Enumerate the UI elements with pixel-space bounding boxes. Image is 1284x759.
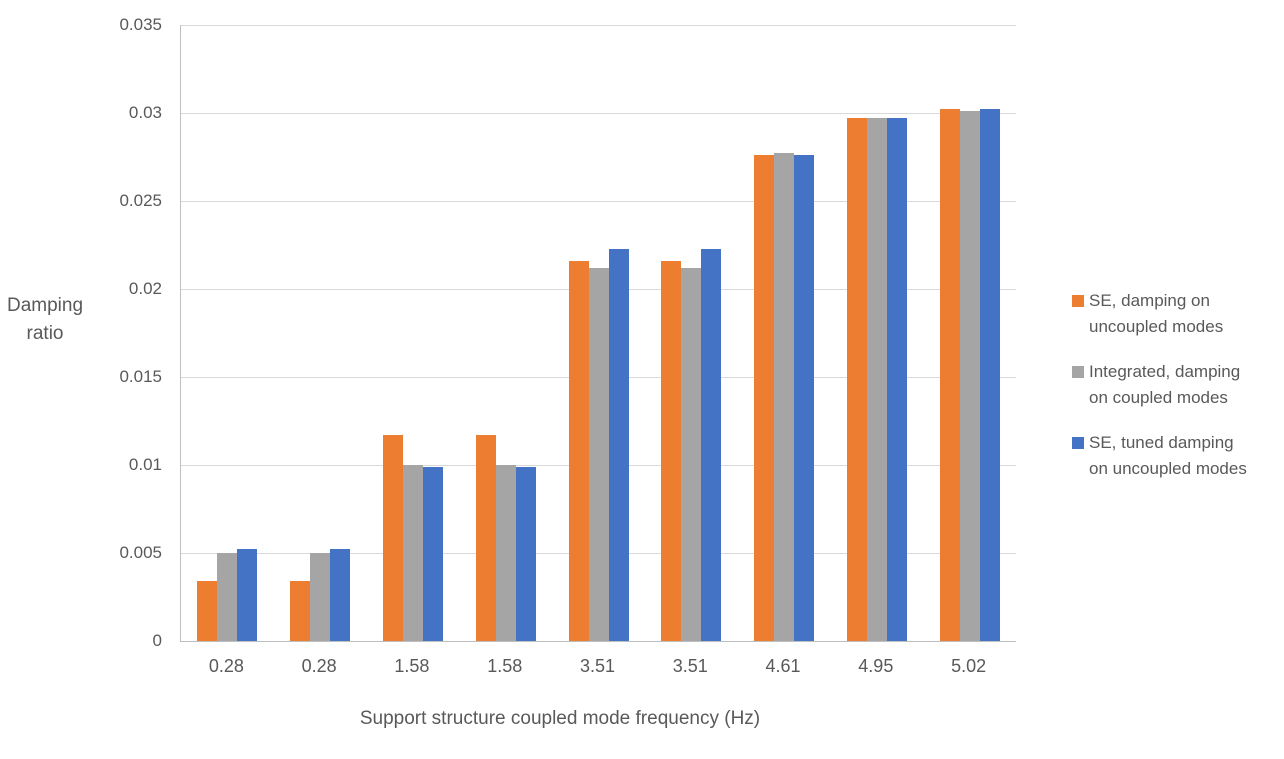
bar [846, 118, 867, 641]
bar [681, 267, 702, 641]
bar [701, 248, 722, 641]
legend-item: SE, tuned damping on uncoupled modes [1072, 430, 1247, 482]
y-tick-label: 0.025 [119, 191, 162, 210]
gridline [181, 201, 1016, 202]
bar [515, 466, 536, 641]
bar [866, 118, 887, 641]
bar [774, 153, 795, 641]
bar [939, 109, 960, 641]
legend: SE, damping on uncoupled modes Integrated… [1072, 288, 1247, 482]
bar [886, 118, 907, 641]
gridline [181, 113, 1016, 114]
legend-swatch-icon [1072, 366, 1084, 378]
y-tick-label: 0.03 [128, 103, 162, 122]
x-tick-label: 3.51 [672, 656, 708, 676]
x-tick-label: 3.51 [579, 656, 616, 676]
x-tick-label: 0.28 [208, 656, 244, 676]
y-axis-title: Damping ratio [0, 292, 90, 348]
bar [382, 435, 403, 641]
x-tick-label: 1.58 [394, 656, 430, 676]
y-axis-title-line-1: Damping [6, 295, 84, 316]
y-tick-label: 0.005 [119, 543, 162, 562]
y-tick-label: 0.02 [128, 279, 162, 298]
legend-item: Integrated, damping on coupled modes [1072, 359, 1247, 411]
x-tick-label: 0.28 [301, 656, 337, 676]
bar [402, 465, 423, 641]
y-axis-title-line-2: ratio [26, 323, 64, 344]
bar [608, 248, 629, 641]
legend-item: SE, damping on uncoupled modes [1072, 288, 1247, 340]
legend-swatch-icon [1072, 437, 1084, 449]
y-tick-label: 0.01 [128, 455, 162, 474]
legend-label: Integrated, damping on coupled modes [1089, 362, 1241, 407]
bar [959, 111, 980, 641]
gridline [181, 25, 1016, 26]
bar [290, 581, 311, 641]
y-tick-label: 0 [152, 631, 162, 650]
bar [495, 465, 516, 641]
bar [661, 260, 682, 641]
x-tick-label: 4.61 [765, 656, 801, 676]
bar [237, 549, 258, 641]
bar [197, 581, 218, 641]
bar [310, 553, 331, 641]
x-tick-label: 4.95 [858, 656, 894, 676]
x-tick-label: 1.58 [487, 656, 523, 676]
bar [330, 549, 351, 641]
x-tick-label: 5.02 [951, 656, 987, 676]
plot-area [180, 25, 1016, 642]
y-tick-label: 0.035 [119, 15, 162, 34]
bar [588, 267, 609, 641]
bar [422, 466, 443, 641]
bar [754, 155, 775, 641]
bar [475, 435, 496, 641]
legend-label: SE, damping on uncoupled modes [1089, 291, 1224, 336]
x-axis-title: Support structure coupled mode frequency… [359, 708, 761, 729]
bar [794, 155, 815, 641]
bar [979, 109, 1000, 641]
bar [217, 553, 238, 641]
bar [568, 260, 589, 641]
legend-label: SE, tuned damping on uncoupled modes [1089, 433, 1247, 478]
legend-swatch-icon [1072, 295, 1084, 307]
y-tick-label: 0.015 [119, 367, 162, 386]
